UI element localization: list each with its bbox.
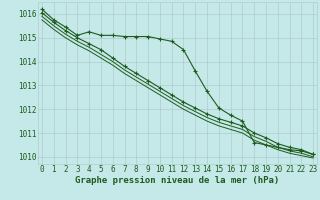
X-axis label: Graphe pression niveau de la mer (hPa): Graphe pression niveau de la mer (hPa) (76, 176, 280, 185)
